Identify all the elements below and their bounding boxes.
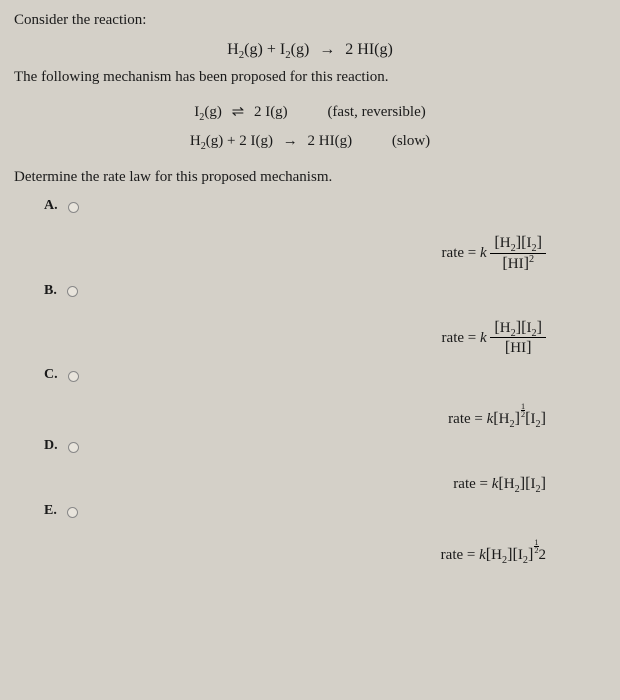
mechanism-step-1: I2(g) ⇌ 2 I(g) <box>194 98 287 127</box>
option-b-equation: rate = k [H2][I2] [HI] <box>14 319 606 358</box>
step2-annotation: (slow) <box>392 127 430 156</box>
overall-reaction: H2(g) + I2(g) → 2 HI(g) <box>14 41 606 59</box>
prompt-determine: Determine the rate law for this proposed… <box>14 169 606 186</box>
option-a-equation: rate = k [H2][I2] [HI]2 <box>14 234 606 273</box>
option-d-label: D. <box>44 438 58 454</box>
mechanism-step-2: H2(g) + 2 I(g) → 2 HI(g) <box>190 127 352 156</box>
reaction-arrow: → <box>283 127 298 156</box>
reactant-i2: I2(g) <box>280 41 309 58</box>
plus-sign: + <box>267 41 280 58</box>
option-a-radio[interactable] <box>68 202 79 213</box>
option-b-label: B. <box>44 283 57 299</box>
option-e-label: E. <box>44 503 57 519</box>
option-c-label: C. <box>44 367 58 383</box>
option-b-row: B. <box>44 283 606 301</box>
option-d-row: D. <box>44 438 606 456</box>
option-c-row: C. <box>44 367 606 385</box>
reactant-h2: H2(g) <box>227 41 263 58</box>
option-a-row: A. <box>44 198 606 216</box>
option-a-label: A. <box>44 198 58 214</box>
prompt-consider: Consider the reaction: <box>14 12 606 29</box>
prompt-mechanism: The following mechanism has been propose… <box>14 69 606 86</box>
option-b-radio[interactable] <box>67 286 78 297</box>
mechanism-block: I2(g) ⇌ 2 I(g) (fast, reversible) H2(g) … <box>14 98 606 155</box>
option-e-equation: rate = k[H2][I2]122 <box>14 539 606 564</box>
option-d-equation: rate = k[H2][I2] <box>14 474 606 493</box>
reaction-arrow: → <box>319 41 335 59</box>
option-e-radio[interactable] <box>67 507 78 518</box>
option-c-equation: rate = k[H2]12[I2] <box>14 403 606 428</box>
option-e-row: E. <box>44 503 606 521</box>
option-d-radio[interactable] <box>68 442 79 453</box>
step1-annotation: (fast, reversible) <box>327 98 425 127</box>
option-c-radio[interactable] <box>68 371 79 382</box>
product-hi: 2 HI(g) <box>345 41 393 58</box>
equilibrium-arrow: ⇌ <box>232 98 245 127</box>
